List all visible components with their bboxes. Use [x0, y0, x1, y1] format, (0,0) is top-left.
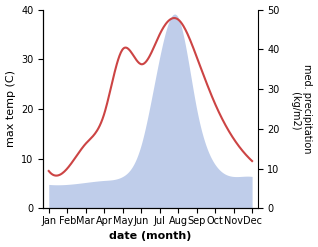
- X-axis label: date (month): date (month): [109, 231, 192, 242]
- Y-axis label: max temp (C): max temp (C): [5, 70, 16, 147]
- Y-axis label: med. precipitation
 (kg/m2): med. precipitation (kg/m2): [291, 64, 313, 154]
